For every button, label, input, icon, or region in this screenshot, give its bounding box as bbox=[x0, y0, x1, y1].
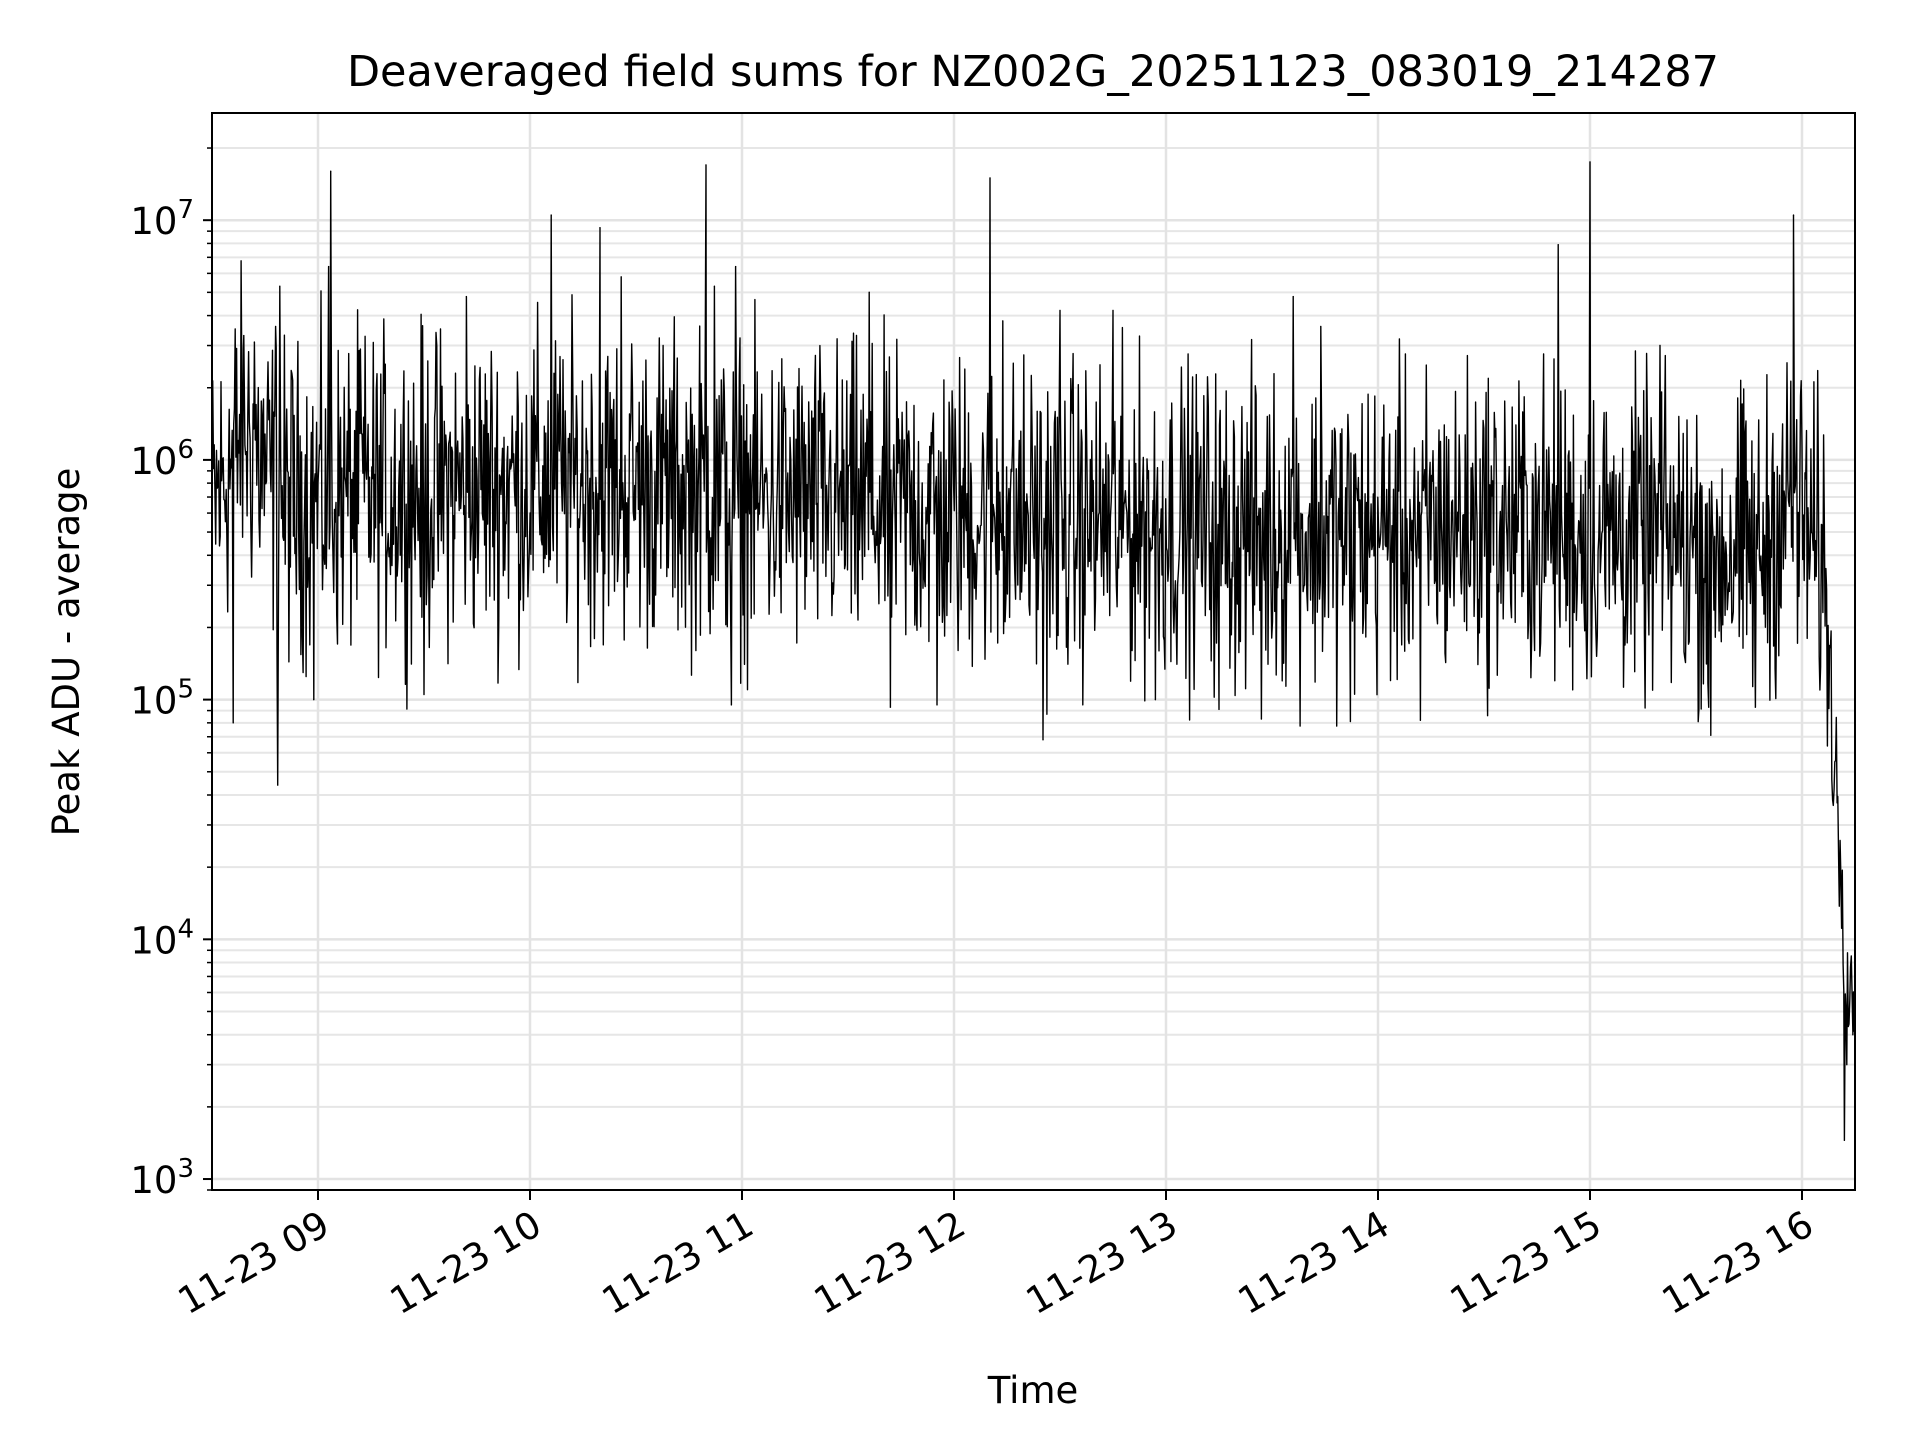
chart-title: Deaveraged field sums for NZ002G_2025112… bbox=[347, 47, 1719, 97]
spike-point bbox=[868, 291, 870, 293]
dip-point bbox=[1349, 720, 1352, 723]
spike-point bbox=[330, 170, 332, 172]
spike-point bbox=[1112, 309, 1114, 312]
series-layer bbox=[211, 161, 1856, 1141]
x-axis-label: Time bbox=[987, 1369, 1079, 1412]
spike-point bbox=[1292, 295, 1294, 298]
spike-point bbox=[1320, 325, 1322, 328]
y-axis-ticks: 103 104 105 106 107 bbox=[130, 147, 212, 1202]
spike-point bbox=[253, 341, 255, 343]
spike-point bbox=[1557, 244, 1559, 246]
spike-point bbox=[1659, 344, 1661, 347]
spike-point bbox=[620, 276, 622, 278]
dip-point bbox=[730, 704, 733, 706]
spike-point bbox=[328, 266, 330, 268]
dip-point bbox=[889, 706, 892, 708]
y-tick-label: 107 bbox=[130, 195, 194, 243]
spike-point bbox=[1792, 214, 1795, 216]
spike-point bbox=[243, 335, 245, 337]
dip-point bbox=[936, 704, 938, 706]
dip-point bbox=[1218, 708, 1220, 711]
plot-frame bbox=[211, 112, 1856, 1191]
spike-point bbox=[359, 348, 361, 350]
y-tick-label: 103 bbox=[130, 1154, 194, 1202]
dip-point bbox=[1708, 706, 1710, 708]
dip-point bbox=[1710, 734, 1712, 736]
dip-point bbox=[313, 699, 315, 701]
spike-point bbox=[550, 214, 552, 216]
spike-point bbox=[713, 285, 716, 287]
spike-point bbox=[1589, 161, 1591, 163]
dip-point bbox=[423, 693, 425, 696]
dip-point bbox=[1260, 718, 1262, 720]
dip-point bbox=[1042, 739, 1044, 741]
series-line bbox=[211, 161, 1856, 1141]
spike-point bbox=[989, 177, 991, 179]
spike-point bbox=[735, 266, 737, 268]
spike-point bbox=[275, 325, 277, 328]
plot-area-background bbox=[212, 113, 1855, 1190]
dip-point bbox=[232, 722, 234, 724]
dip-point bbox=[1419, 719, 1421, 721]
spike-point bbox=[599, 227, 601, 229]
y-tick-label: 106 bbox=[130, 435, 194, 483]
dip-point bbox=[1754, 706, 1756, 708]
y-tick-label: 105 bbox=[130, 675, 194, 723]
y-tick-label: 104 bbox=[130, 914, 194, 962]
dip-point bbox=[1843, 1139, 1845, 1141]
spike-point bbox=[705, 164, 707, 166]
spike-point bbox=[279, 285, 281, 287]
dip-point bbox=[277, 784, 279, 786]
y-axis-label: Peak ADU - average bbox=[45, 468, 88, 837]
dip-point bbox=[1154, 699, 1156, 701]
spike-point bbox=[1059, 309, 1061, 312]
spike-point bbox=[1002, 320, 1004, 322]
spike-point bbox=[465, 295, 467, 298]
dip-point bbox=[1852, 1034, 1854, 1036]
